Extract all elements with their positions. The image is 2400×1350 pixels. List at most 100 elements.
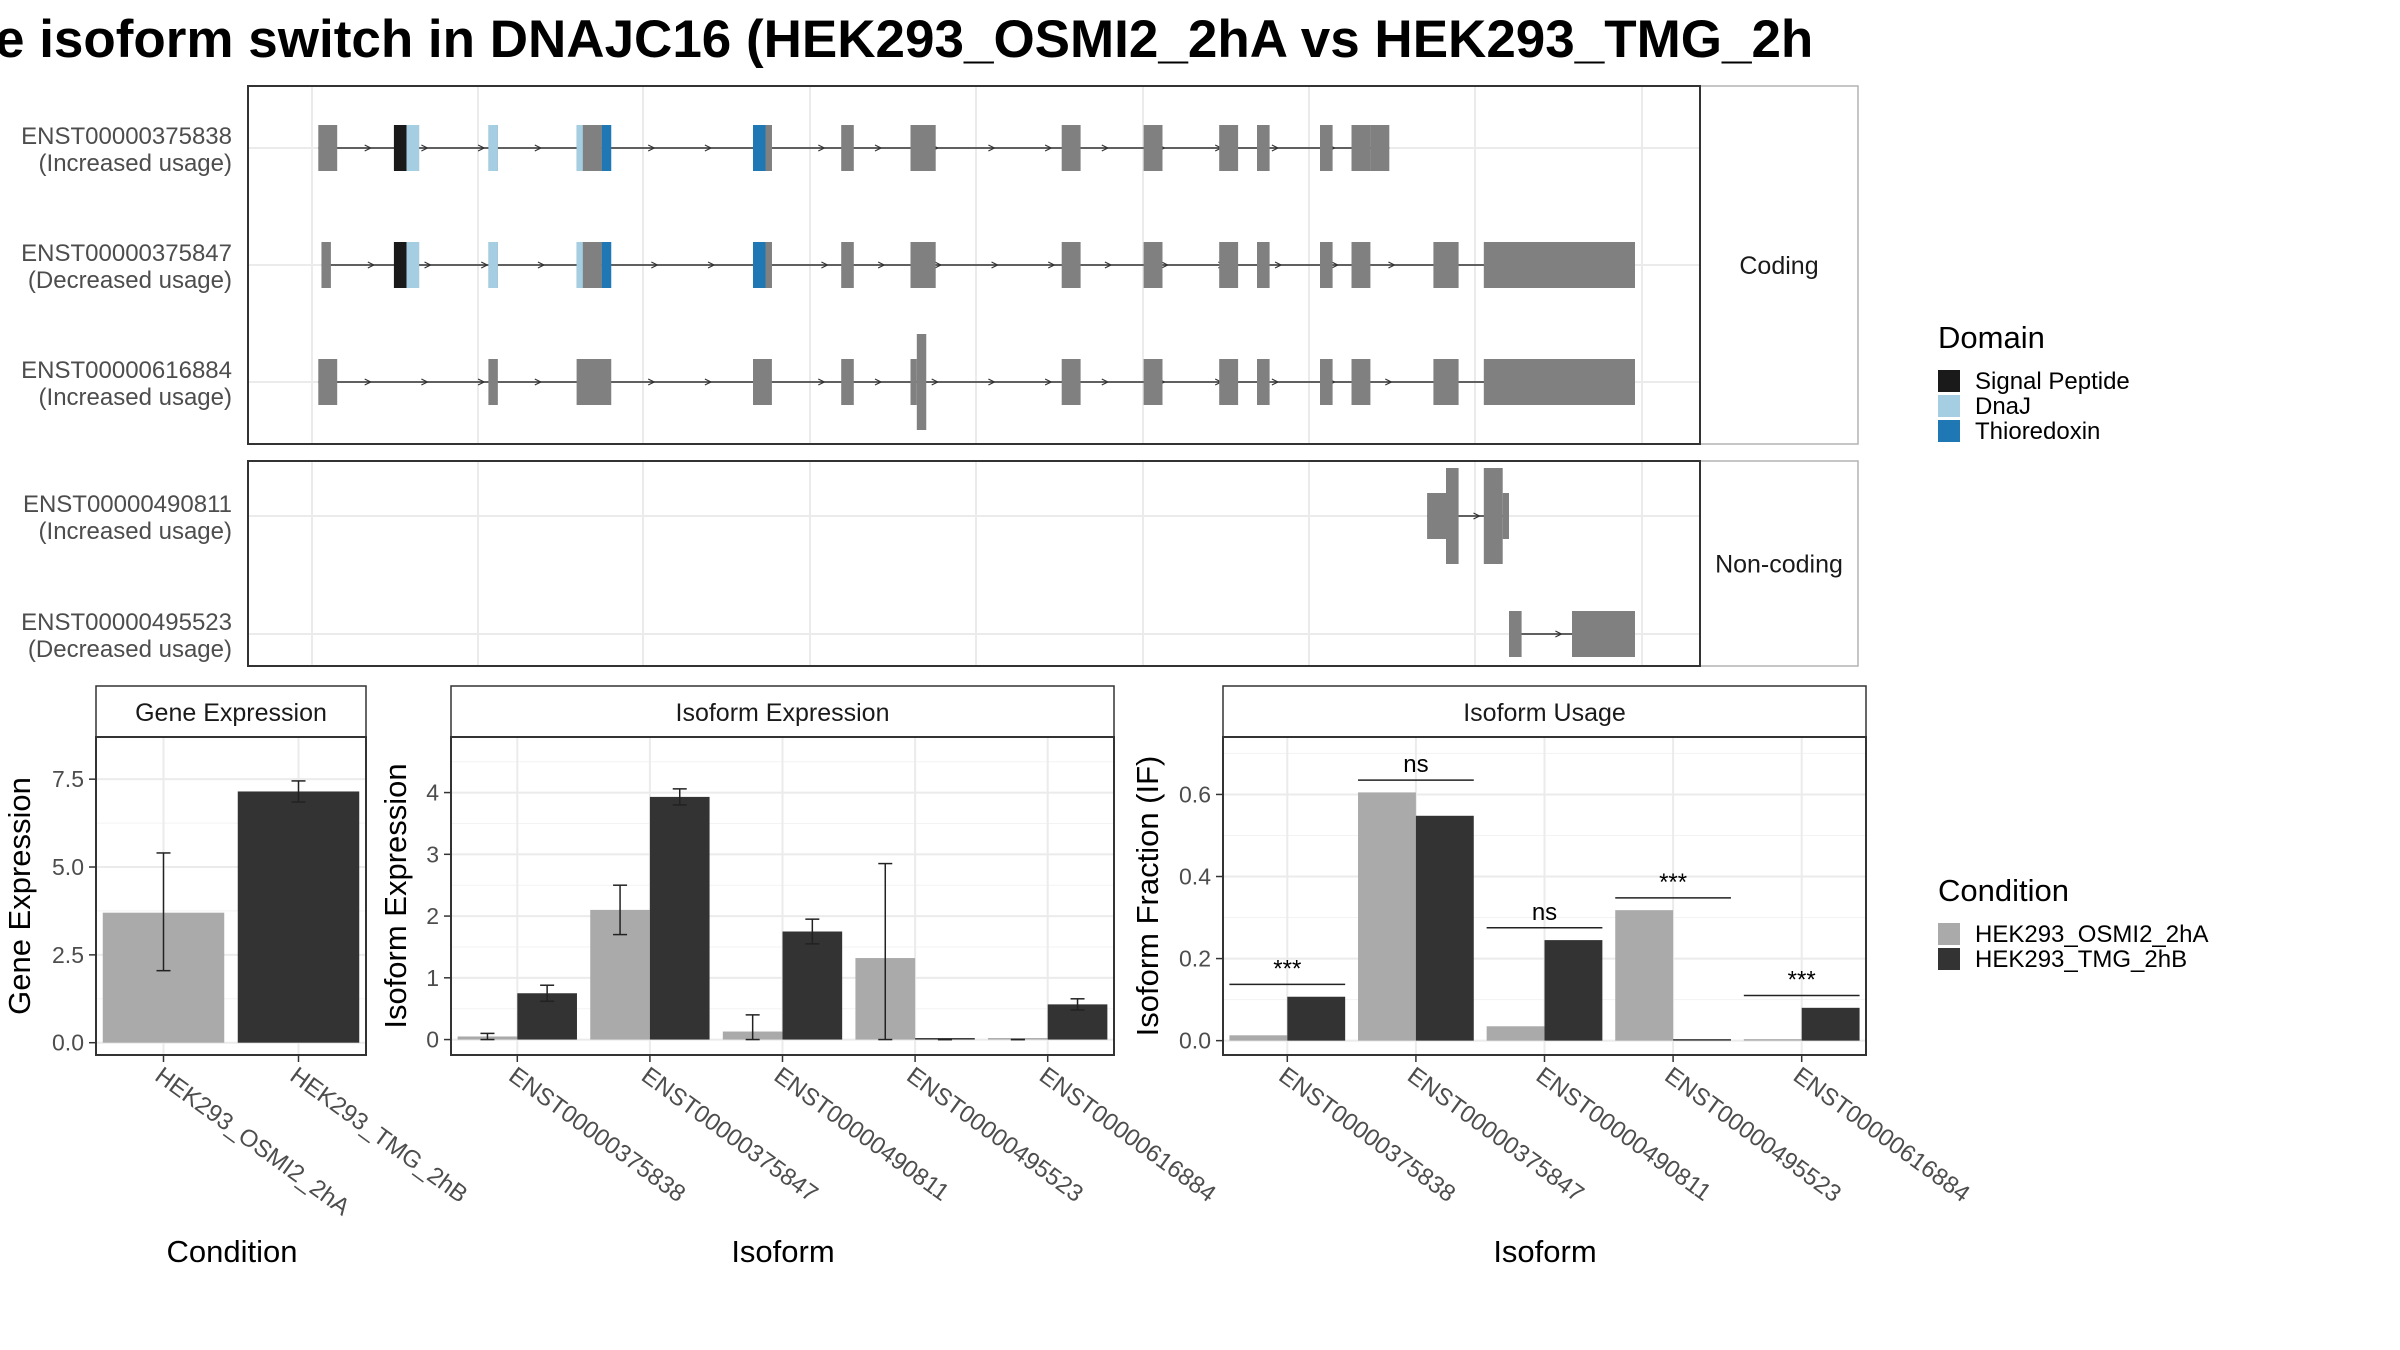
exon	[753, 359, 772, 405]
direction-arrow	[367, 261, 376, 269]
y-tick-label: 7.5	[52, 766, 84, 792]
x-axis-title: Condition	[167, 1234, 298, 1269]
domain-signal-peptide	[393, 125, 407, 171]
transcript-usage-label: (Decreased usage)	[28, 267, 232, 294]
direction-arrow	[477, 144, 486, 152]
domain-signal-peptide	[393, 242, 407, 288]
expression-bar-panels: Gene Expression0.02.55.07.5HEK293_OSMI2_…	[2, 685, 1975, 1269]
bar	[1615, 910, 1674, 1041]
exon	[1257, 359, 1270, 405]
direction-arrow	[1274, 261, 1283, 269]
exon-utr	[1509, 359, 1635, 405]
condition-legend-title: Condition	[1938, 873, 2069, 908]
panel-title: Isoform Expression	[676, 699, 890, 727]
exon	[1351, 359, 1371, 405]
significance-label: ***	[1788, 967, 1816, 994]
direction-arrow	[480, 261, 489, 269]
direction-arrow	[934, 261, 943, 269]
direction-arrow	[818, 144, 826, 152]
exon	[910, 359, 917, 405]
transcript-id-label: ENST00000490811	[23, 491, 232, 518]
direction-arrow	[818, 378, 826, 386]
exon	[1219, 359, 1239, 405]
domain-legend-label: Thioredoxin	[1975, 418, 2100, 445]
y-tick-label: 4	[426, 780, 439, 806]
exon	[318, 359, 338, 405]
bar	[1358, 792, 1416, 1041]
exon	[1143, 125, 1163, 171]
exon	[1483, 468, 1503, 564]
y-tick-label: 0.4	[1179, 864, 1211, 890]
bar	[237, 791, 360, 1043]
panel-strip	[450, 685, 1115, 738]
bar	[1287, 996, 1346, 1041]
significance-label: ns	[1403, 751, 1428, 778]
domain-exon	[765, 125, 772, 171]
exon	[1446, 468, 1459, 564]
transcript-id-label: ENST00000495523	[21, 609, 232, 636]
direction-arrow	[1044, 378, 1053, 386]
direction-arrow	[1161, 261, 1169, 269]
noncoding-panel-bg	[248, 461, 1700, 666]
domain-dnaj	[406, 242, 420, 288]
direction-arrow	[647, 144, 656, 152]
direction-arrow	[931, 378, 940, 386]
bar	[782, 931, 843, 1040]
condition-legend-key	[1938, 948, 1960, 970]
bar	[649, 796, 710, 1040]
exon	[841, 359, 854, 405]
exon	[1351, 242, 1371, 288]
domain-thioredoxin	[753, 242, 766, 288]
exon	[1502, 493, 1509, 539]
direction-arrow	[704, 378, 713, 386]
exon-utr	[1370, 125, 1390, 171]
exon	[910, 125, 936, 171]
direction-arrow	[1101, 144, 1110, 152]
exon	[841, 242, 854, 288]
y-tick-label: 3	[426, 841, 439, 867]
x-axis-title: Isoform	[731, 1234, 834, 1269]
direction-arrow	[421, 144, 429, 152]
exon	[916, 334, 927, 430]
direction-arrow	[534, 378, 543, 386]
domain-exon	[582, 242, 602, 288]
direction-arrow	[988, 144, 996, 152]
direction-arrow	[1331, 261, 1340, 269]
exon	[1320, 359, 1333, 405]
bar	[1229, 1035, 1288, 1041]
exon	[1483, 242, 1509, 288]
exon	[1320, 125, 1333, 171]
y-tick-label: 0.2	[1179, 946, 1211, 972]
condition-legend-label: HEK293_TMG_2hB	[1975, 946, 2187, 973]
direction-arrow	[707, 261, 716, 269]
bar	[1486, 1026, 1545, 1041]
exon	[1061, 242, 1081, 288]
direction-arrow	[877, 261, 886, 269]
panel-strip	[1222, 685, 1867, 738]
exon	[1427, 493, 1446, 539]
bar	[1801, 1007, 1860, 1041]
direction-arrow	[421, 378, 429, 386]
panel-title: Gene Expression	[135, 699, 327, 727]
direction-arrow	[704, 144, 713, 152]
exon	[321, 242, 331, 288]
exon	[1509, 611, 1522, 657]
y-axis-title: Gene Expression	[2, 777, 37, 1015]
y-tick-label: 0.0	[1179, 1028, 1211, 1054]
noncoding-strip	[1699, 460, 1859, 667]
exon	[1320, 242, 1333, 288]
direction-arrow	[821, 261, 829, 269]
significance-label: ns	[1532, 899, 1557, 926]
domain-dnaj	[406, 125, 420, 171]
domain-exon	[765, 242, 772, 288]
y-tick-label: 0.6	[1179, 781, 1211, 807]
domain-dnaj	[488, 125, 498, 171]
coding-panel-border	[247, 85, 1701, 445]
exon	[1483, 359, 1509, 405]
exon	[1143, 242, 1163, 288]
direction-arrow	[988, 378, 996, 386]
direction-arrow	[534, 144, 543, 152]
figure-title: e isoform switch in DNAJC16 (HEK293_OSMI…	[0, 10, 1813, 69]
panel-strip	[95, 685, 367, 738]
